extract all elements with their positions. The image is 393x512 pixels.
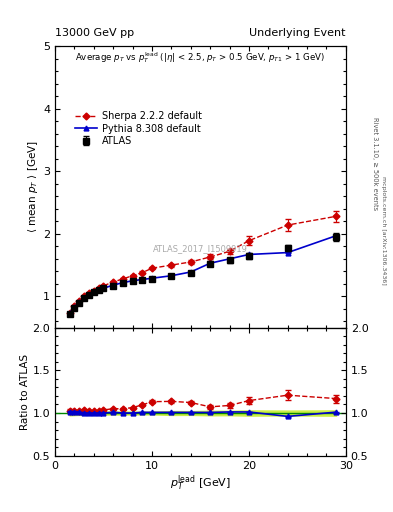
Y-axis label: Ratio to ATLAS: Ratio to ATLAS	[20, 354, 29, 430]
Sherpa 2.2.2 default	[86, 290, 91, 296]
Line: Pythia 8.308 default: Pythia 8.308 default	[67, 233, 339, 316]
Pythia 8.308 default	[101, 285, 106, 291]
Text: 13000 GeV pp: 13000 GeV pp	[55, 28, 134, 38]
Sherpa 2.2.2 default	[96, 285, 101, 291]
X-axis label: $p_T^{\rm lead}$ [GeV]: $p_T^{\rm lead}$ [GeV]	[170, 473, 231, 493]
Pythia 8.308 default	[246, 251, 251, 258]
Pythia 8.308 default	[227, 256, 232, 262]
Text: ATLAS_2017_I1509919: ATLAS_2017_I1509919	[153, 244, 248, 253]
Pythia 8.308 default	[208, 260, 213, 266]
Pythia 8.308 default	[72, 304, 77, 310]
Text: Rivet 3.1.10, ≥ 500k events: Rivet 3.1.10, ≥ 500k events	[372, 117, 378, 210]
Pythia 8.308 default	[150, 275, 154, 281]
Sherpa 2.2.2 default	[77, 298, 82, 305]
Pythia 8.308 default	[334, 232, 338, 239]
Text: Average $p_T$ vs $p_T^{\rm lead}$ ($|\eta|$ < 2.5, $p_T$ > 0.5 GeV, $p_{T1}$ > 1: Average $p_T$ vs $p_T^{\rm lead}$ ($|\et…	[75, 50, 325, 65]
Sherpa 2.2.2 default	[111, 279, 116, 285]
Sherpa 2.2.2 default	[140, 269, 145, 275]
Sherpa 2.2.2 default	[334, 213, 338, 219]
Sherpa 2.2.2 default	[130, 273, 135, 279]
Pythia 8.308 default	[96, 287, 101, 293]
Text: Underlying Event: Underlying Event	[249, 28, 346, 38]
Sherpa 2.2.2 default	[188, 259, 193, 265]
Pythia 8.308 default	[92, 289, 96, 295]
Pythia 8.308 default	[82, 295, 86, 302]
Pythia 8.308 default	[285, 249, 290, 255]
Sherpa 2.2.2 default	[72, 303, 77, 309]
Sherpa 2.2.2 default	[82, 293, 86, 300]
Sherpa 2.2.2 default	[101, 283, 106, 289]
Pythia 8.308 default	[77, 299, 82, 305]
Pythia 8.308 default	[188, 269, 193, 275]
Line: Sherpa 2.2.2 default: Sherpa 2.2.2 default	[67, 214, 339, 315]
Sherpa 2.2.2 default	[169, 262, 174, 268]
Sherpa 2.2.2 default	[150, 265, 154, 271]
Pythia 8.308 default	[111, 282, 116, 288]
Sherpa 2.2.2 default	[208, 254, 213, 260]
Pythia 8.308 default	[130, 278, 135, 284]
Pythia 8.308 default	[169, 273, 174, 279]
Pythia 8.308 default	[121, 280, 125, 286]
Sherpa 2.2.2 default	[121, 276, 125, 282]
Sherpa 2.2.2 default	[246, 238, 251, 244]
Y-axis label: $\langle$ mean $p_T$ $\rangle$ [GeV]: $\langle$ mean $p_T$ $\rangle$ [GeV]	[26, 140, 40, 233]
Sherpa 2.2.2 default	[92, 288, 96, 294]
Text: mcplots.cern.ch [arXiv:1306.3436]: mcplots.cern.ch [arXiv:1306.3436]	[381, 176, 386, 285]
Sherpa 2.2.2 default	[285, 222, 290, 228]
Pythia 8.308 default	[86, 292, 91, 298]
Legend: Sherpa 2.2.2 default, Pythia 8.308 default, ATLAS: Sherpa 2.2.2 default, Pythia 8.308 defau…	[72, 107, 206, 150]
Sherpa 2.2.2 default	[227, 248, 232, 254]
Sherpa 2.2.2 default	[67, 310, 72, 316]
Pythia 8.308 default	[67, 310, 72, 316]
Pythia 8.308 default	[140, 276, 145, 283]
